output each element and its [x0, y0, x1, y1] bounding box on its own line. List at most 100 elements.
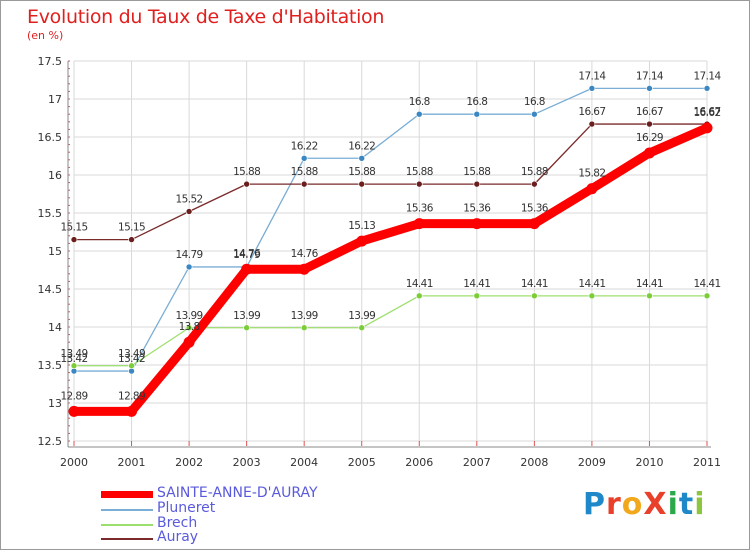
data-point [128, 362, 135, 370]
logo-letter: P [583, 487, 606, 522]
data-point [531, 292, 538, 300]
data-point [473, 292, 481, 300]
x-tick-label: 2001 [118, 456, 146, 469]
x-tick-label: 2009 [578, 456, 606, 469]
legend-label: Brech [157, 515, 198, 531]
data-point [126, 405, 138, 417]
data-point [358, 154, 366, 162]
data-label: 13.99 [348, 310, 375, 322]
data-point [185, 324, 193, 332]
data-point [185, 263, 193, 271]
data-label: 15.36 [521, 203, 549, 215]
logo-letter: t [678, 487, 695, 522]
data-label: 14.41 [463, 278, 490, 290]
data-point [243, 324, 250, 332]
y-tick-label: 16 [48, 169, 62, 182]
data-label: 16.8 [409, 96, 430, 108]
grid-lines [73, 60, 708, 442]
data-label: 15.82 [578, 168, 605, 180]
x-tick-label: 2003 [233, 456, 261, 469]
data-label: 15.36 [406, 203, 434, 215]
data-label: 16.8 [524, 96, 545, 108]
y-tick-label: 15 [48, 245, 62, 258]
x-tick-label: 2004 [290, 456, 318, 469]
data-point [413, 218, 425, 230]
data-point [415, 180, 423, 188]
x-tick-label: 2000 [60, 456, 88, 469]
y-tick-label: 17.5 [38, 55, 63, 68]
data-point [68, 405, 80, 417]
data-label: 13.49 [118, 348, 145, 360]
legend-swatch [101, 509, 153, 511]
data-label: 16.67 [578, 106, 605, 118]
data-point [298, 263, 310, 275]
data-point [646, 85, 653, 92]
x-tick-label: 2007 [463, 456, 491, 469]
data-label: 15.88 [406, 166, 433, 178]
data-label: 13.42 [118, 353, 145, 365]
data-label: 16.62 [693, 107, 720, 119]
data-label: 17.14 [578, 70, 606, 82]
y-tick-label: 12.5 [38, 435, 63, 448]
y-tick-label: 14.5 [38, 283, 63, 296]
data-label: 15.88 [291, 166, 318, 178]
data-point [703, 85, 711, 92]
data-label: 12.89 [118, 390, 145, 402]
data-label: 15.36 [463, 203, 491, 215]
data-point [646, 120, 653, 128]
data-point [300, 154, 308, 162]
data-point [243, 180, 250, 188]
legend-swatch [101, 491, 153, 498]
data-label: 14.41 [578, 278, 605, 290]
logo-letter: X [643, 487, 668, 522]
data-label: 12.89 [60, 390, 87, 402]
data-point [183, 336, 195, 348]
data-point [473, 180, 481, 188]
data-label: 13.49 [60, 348, 87, 360]
data-label: 16.22 [291, 140, 318, 152]
data-point [70, 236, 78, 243]
data-point [471, 218, 483, 230]
series-line-2 [73, 295, 708, 367]
proxiti-logo: ProXiti [583, 487, 706, 522]
logo-letter: o [621, 487, 644, 522]
data-point [356, 235, 368, 247]
data-label: 16.8 [466, 96, 487, 108]
data-label: 13.8 [179, 321, 200, 333]
data-label: 16.29 [636, 132, 663, 144]
data-point [531, 180, 538, 188]
x-tick-label: 2011 [693, 456, 721, 469]
legend-label: Pluneret [157, 500, 216, 516]
series-line-1 [73, 87, 708, 372]
logo-letter: i [694, 487, 706, 522]
data-point [241, 263, 253, 275]
data-label: 13.42 [60, 353, 87, 365]
data-label: 15.88 [348, 166, 375, 178]
data-point [358, 180, 366, 188]
data-label: 14.76 [233, 248, 261, 260]
data-label: 14.41 [406, 278, 433, 290]
data-point [588, 292, 596, 300]
data-label: 14.41 [693, 278, 720, 290]
data-point [415, 110, 423, 118]
axes: 12.5 13 13.5 14 14.5 15 15.5 16 16.5 17 17.5 2000 20… [38, 55, 722, 469]
logo-letter: r [606, 487, 622, 522]
data-point [586, 183, 598, 195]
data-label: 15.88 [463, 166, 490, 178]
legend-swatch [101, 524, 153, 526]
data-label: 13.99 [233, 310, 260, 322]
chart-title: Evolution du Taux de Taxe d'Habitation [27, 6, 385, 28]
x-tick-label: 2008 [520, 456, 548, 469]
y-tick-label: 16.5 [38, 131, 63, 144]
data-label: 14.76 [291, 248, 319, 260]
data-point [528, 218, 540, 230]
logo-letter: i [667, 487, 679, 522]
y-tick-label: 13 [48, 397, 62, 410]
data-point [70, 362, 78, 370]
data-label: 14.41 [636, 278, 663, 290]
y-tick-label: 17 [48, 93, 62, 106]
data-label: 16.67 [693, 106, 720, 118]
data-point [185, 208, 193, 215]
data-point [588, 85, 596, 92]
